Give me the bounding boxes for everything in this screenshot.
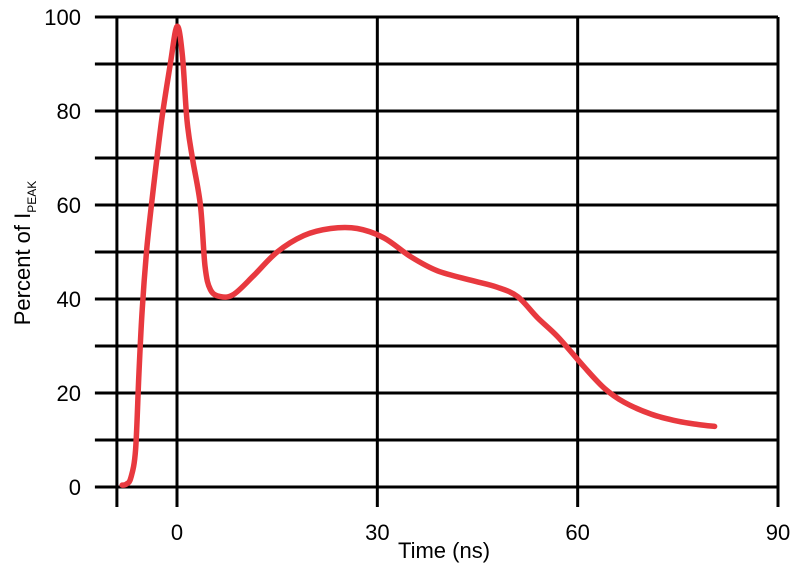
series-line [119, 23, 718, 488]
y-axis-title: Percent of IPEAK [10, 181, 39, 326]
x-tick-label: 0 [171, 520, 183, 545]
y-tick-label: 100 [44, 5, 81, 30]
y-tick-label: 0 [69, 475, 81, 500]
y-tick-label: 40 [57, 287, 81, 312]
y-axis-title-main: Percent of I [10, 213, 35, 326]
x-axis-title: Time (ns) [398, 538, 490, 563]
x-tick-label: 90 [766, 520, 790, 545]
y-tick-label: 60 [57, 193, 81, 218]
y-tick-labels: 0 20 40 60 80 100 [44, 5, 81, 500]
y-axis-title-subscript: PEAK [25, 181, 39, 213]
x-tick-label: 30 [365, 520, 389, 545]
tick-marks [115, 487, 780, 507]
y-tick-label: 80 [57, 99, 81, 124]
y-tick-label: 20 [57, 381, 81, 406]
x-tick-label: 60 [565, 520, 589, 545]
grid-lines [94, 15, 780, 489]
x-tick-labels: 0 30 60 90 [171, 520, 790, 545]
